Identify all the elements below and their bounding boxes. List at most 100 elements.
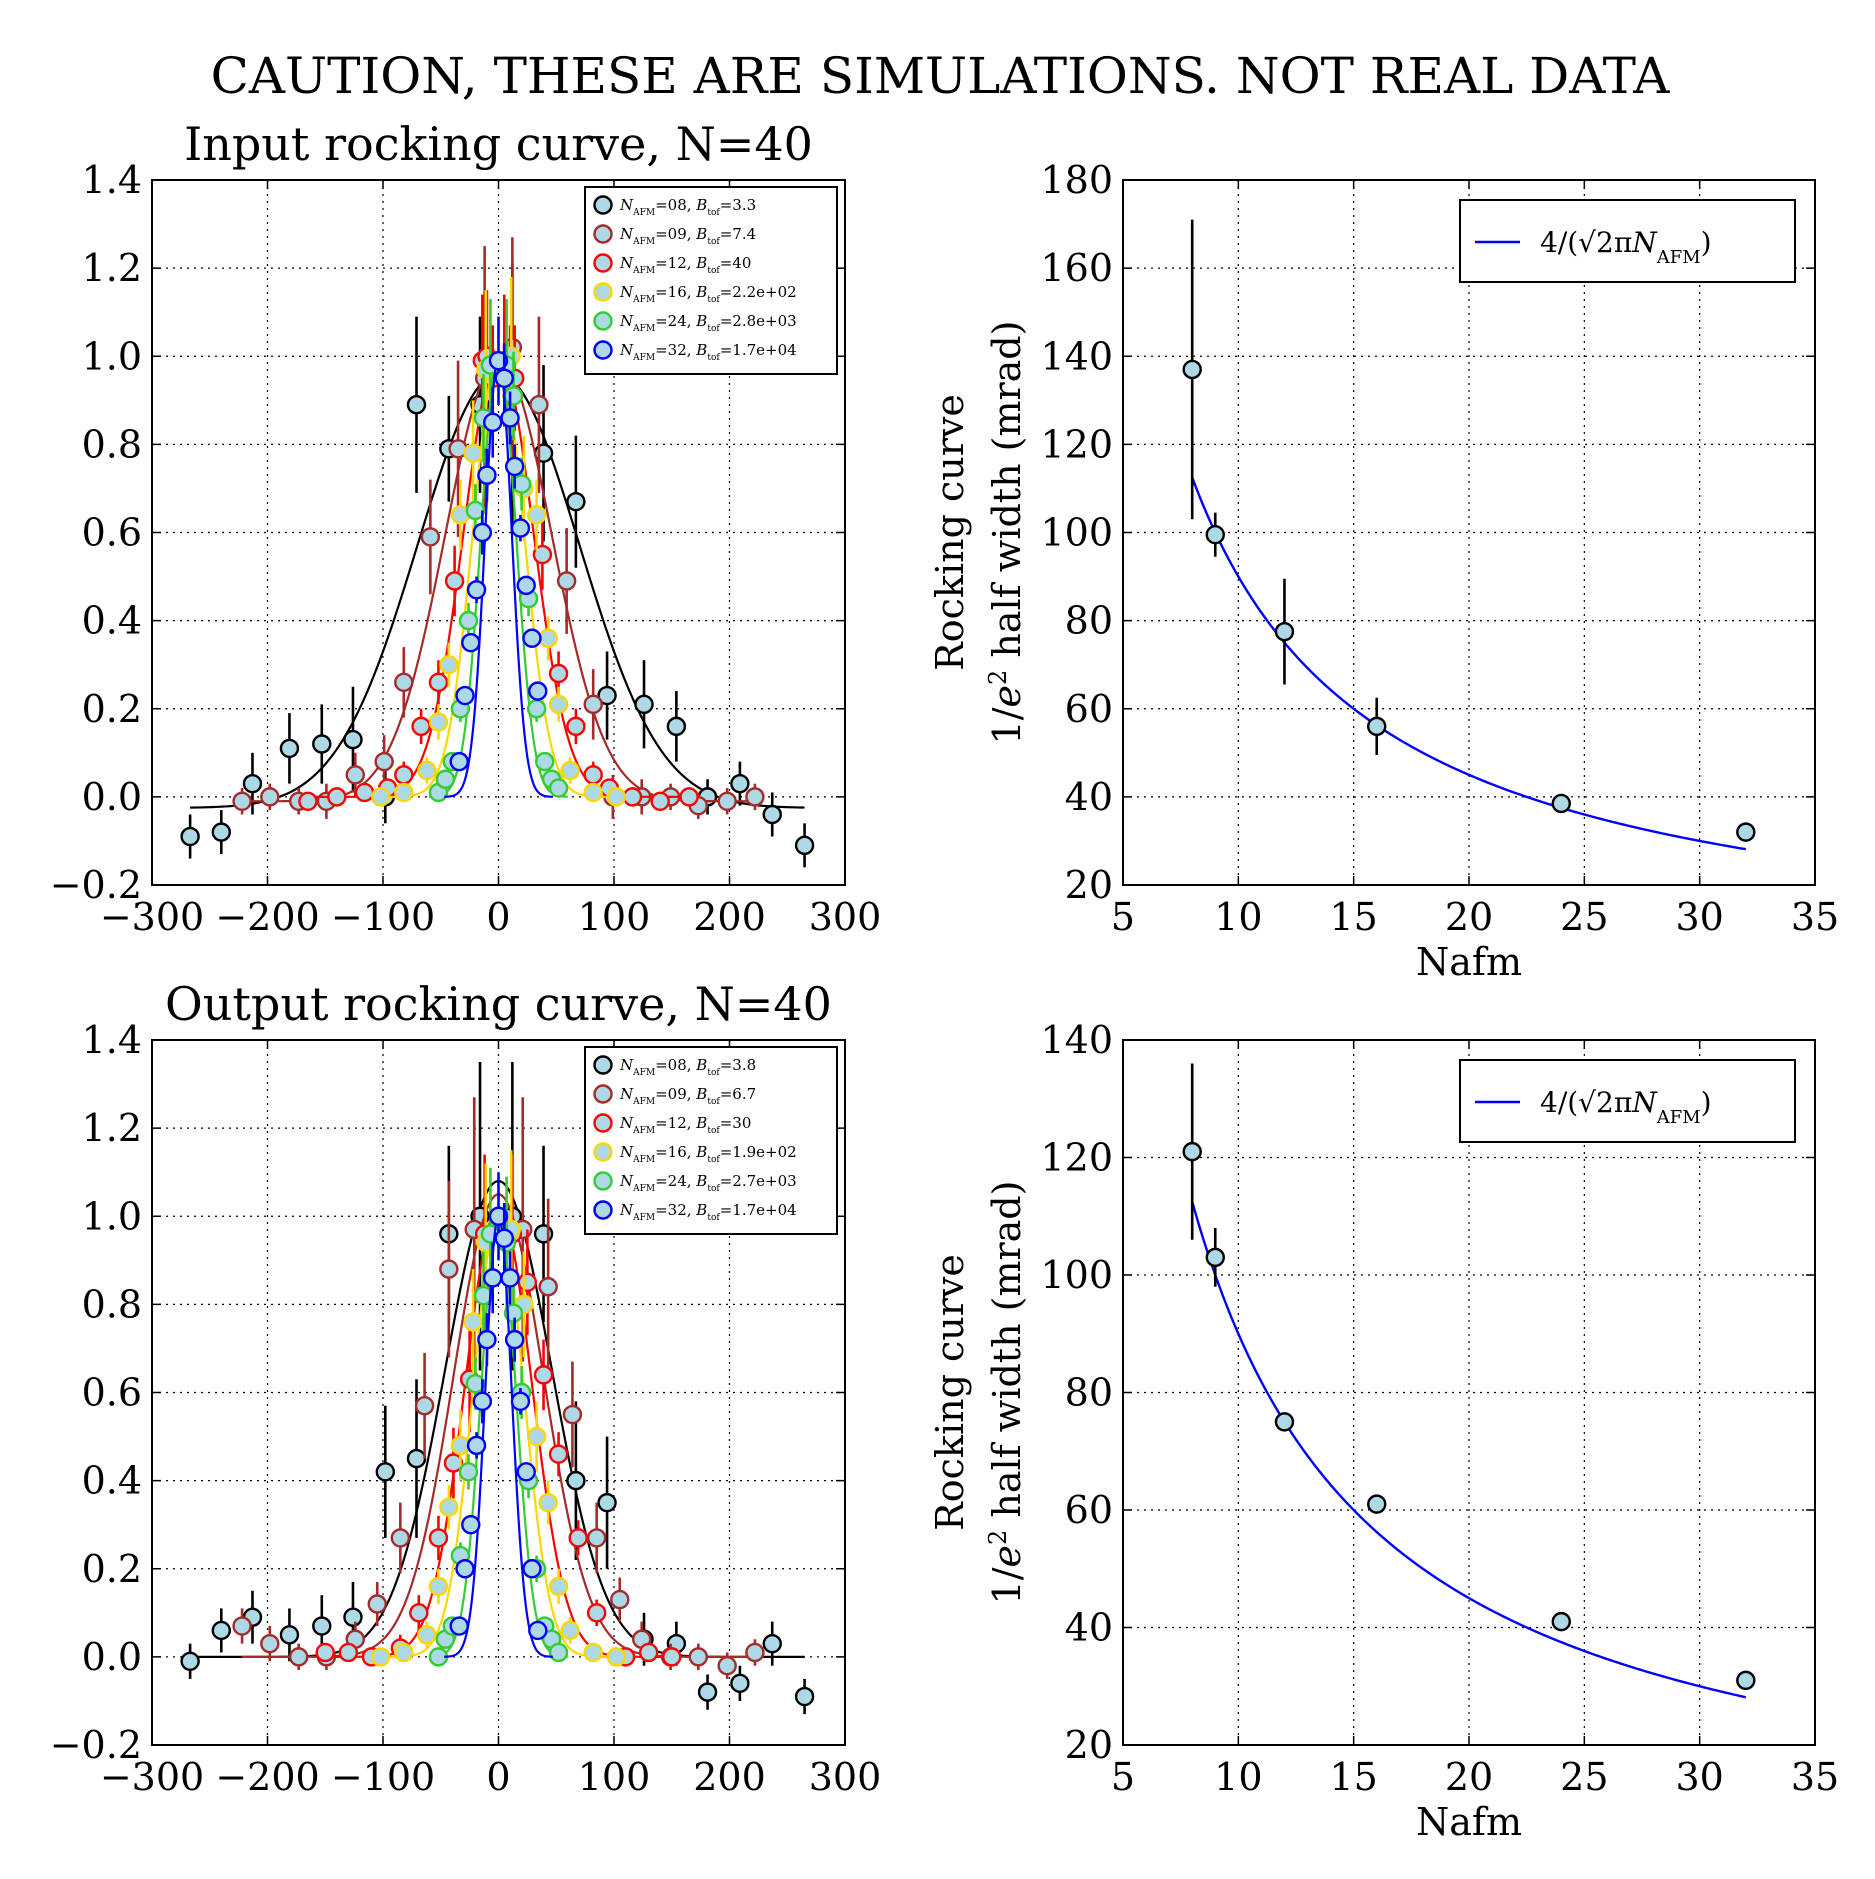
data-point bbox=[526, 505, 547, 525]
data-point bbox=[354, 782, 375, 803]
data-point bbox=[444, 571, 465, 591]
legend-entry-part: =1.7e+04 bbox=[720, 341, 797, 359]
legend-entry-part: B bbox=[695, 1056, 707, 1074]
data-point bbox=[1736, 822, 1756, 842]
data-point bbox=[435, 769, 456, 789]
legend-entry-part: =09, bbox=[655, 225, 696, 243]
y-axis-label-part: 2 bbox=[984, 670, 1012, 685]
data-point bbox=[450, 1435, 471, 1456]
legend-entry-part: =7.4 bbox=[720, 225, 756, 243]
x-tick-label: −100 bbox=[331, 1755, 435, 1799]
data-point bbox=[666, 716, 687, 737]
data-point bbox=[532, 544, 553, 565]
data-point bbox=[232, 1616, 252, 1636]
chart-input-rocking: −300 −200 −100 0 100 200 300 −0.2 0.0 0.2 0.4 0.6 0.… bbox=[50, 117, 882, 939]
x-tick-label: 5 bbox=[1111, 1755, 1135, 1799]
data-point bbox=[394, 765, 414, 785]
y-axis-label-part: half width (mrad) bbox=[985, 1181, 1029, 1530]
y-tick-label: 1.4 bbox=[82, 158, 142, 202]
x-tick-label: 30 bbox=[1675, 895, 1723, 939]
data-point bbox=[522, 1559, 542, 1579]
legend-entry-part: =16, bbox=[655, 1143, 696, 1161]
legend-box bbox=[584, 186, 838, 375]
data-point bbox=[634, 694, 654, 715]
data-point bbox=[597, 1492, 617, 1513]
data-point bbox=[535, 751, 555, 772]
data-point bbox=[717, 791, 737, 811]
x-tick-label: 35 bbox=[1791, 1755, 1839, 1799]
legend: 4/(√2πNAFM) bbox=[1459, 1059, 1796, 1143]
plot-area bbox=[180, 237, 815, 868]
legend-entry-part: tof bbox=[707, 208, 720, 218]
y-axis-label-part: 2 bbox=[984, 1530, 1012, 1545]
data-point bbox=[477, 1329, 497, 1350]
ticks: 5 10 15 20 25 30 35 20 40 60 80 100 120 140 160 180 bbox=[1040, 158, 1839, 939]
legend-entry: NAFM=12, Btof=30 bbox=[619, 1114, 751, 1136]
data-point bbox=[522, 628, 542, 648]
x-axis-label: Nafm bbox=[1416, 1800, 1522, 1844]
data-point bbox=[1736, 1670, 1756, 1691]
figure-suptitle: CAUTION, THESE ARE SIMULATIONS. NOT REAL… bbox=[211, 47, 1671, 105]
legend-entry-part: B bbox=[695, 1201, 707, 1219]
data-point bbox=[466, 580, 487, 600]
y-tick-label: 100 bbox=[1040, 1253, 1113, 1297]
data-point bbox=[538, 1492, 558, 1513]
data-point bbox=[1182, 359, 1202, 380]
legend-entry-part: B bbox=[695, 341, 707, 359]
data-point bbox=[548, 1576, 569, 1597]
data-point bbox=[180, 1651, 200, 1671]
y-tick-label: 1.0 bbox=[82, 334, 142, 378]
data-point bbox=[500, 1268, 520, 1288]
x-tick-label: 20 bbox=[1445, 1755, 1493, 1799]
data-point bbox=[610, 1589, 630, 1610]
data-point bbox=[374, 751, 394, 772]
data-point bbox=[526, 699, 547, 719]
legend-entry-part: N bbox=[619, 1143, 634, 1161]
data-point bbox=[315, 1642, 335, 1663]
x-tick-label: 100 bbox=[578, 1755, 651, 1799]
data-point bbox=[568, 1528, 588, 1548]
y-tick-label: −0.2 bbox=[50, 863, 142, 907]
legend-entry: NAFM=09, Btof=6.7 bbox=[619, 1085, 756, 1107]
data-point bbox=[428, 712, 449, 732]
y-axis-label-part: e bbox=[985, 685, 1029, 708]
x-tick-label: 100 bbox=[578, 895, 651, 939]
legend-entry-part: tof bbox=[707, 1068, 720, 1078]
y-tick-label: 60 bbox=[1065, 1488, 1113, 1532]
x-tick-label: −200 bbox=[215, 895, 319, 939]
y-tick-label: 1.4 bbox=[82, 1018, 142, 1062]
legend-entry-part: B bbox=[695, 196, 707, 214]
data-point bbox=[516, 575, 536, 596]
ticks: −300 −200 −100 0 100 200 300 −0.2 0.0 0.2 0.4 0.6 0.… bbox=[50, 158, 882, 939]
gridlines bbox=[1123, 1040, 1815, 1745]
legend-entry-part: B bbox=[695, 1085, 707, 1103]
data-point bbox=[411, 716, 431, 737]
data-point bbox=[465, 500, 486, 521]
legend-entry-part: AFM bbox=[632, 208, 655, 218]
data-point bbox=[488, 1206, 509, 1226]
data-point bbox=[458, 610, 479, 631]
data-point bbox=[560, 1620, 580, 1641]
y-tick-label: 140 bbox=[1040, 334, 1113, 378]
legend-entry-part: tof bbox=[707, 324, 720, 334]
legend-marker bbox=[593, 340, 613, 360]
legend-entry-part: AFM bbox=[632, 266, 655, 276]
y-tick-label: 180 bbox=[1040, 158, 1113, 202]
data-point bbox=[510, 1391, 531, 1412]
legend-marker bbox=[593, 1084, 613, 1104]
legend-entry-part: B bbox=[695, 254, 707, 272]
legend-entry: NAFM=08, Btof=3.3 bbox=[619, 196, 756, 218]
data-point bbox=[406, 395, 427, 415]
ticks: 5 10 15 20 25 30 35 20 40 60 80 100 120 140 bbox=[1040, 1018, 1839, 1799]
chart-output-halfwidth: 5 10 15 20 25 30 35 20 40 60 80 100 120 140 Nafm Rockin… bbox=[928, 1018, 1839, 1844]
data-point bbox=[529, 395, 549, 415]
x-tick-label: 200 bbox=[693, 895, 766, 939]
x-tick-label: 5 bbox=[1111, 895, 1135, 939]
legend-entry-part: =1.9e+02 bbox=[720, 1143, 797, 1161]
y-tick-label: 1.2 bbox=[82, 1106, 142, 1150]
legend-marker bbox=[593, 1113, 613, 1133]
legend-entry-part: =30 bbox=[720, 1114, 752, 1132]
legend-entry-part: tof bbox=[707, 1097, 720, 1107]
data-point bbox=[730, 773, 750, 794]
